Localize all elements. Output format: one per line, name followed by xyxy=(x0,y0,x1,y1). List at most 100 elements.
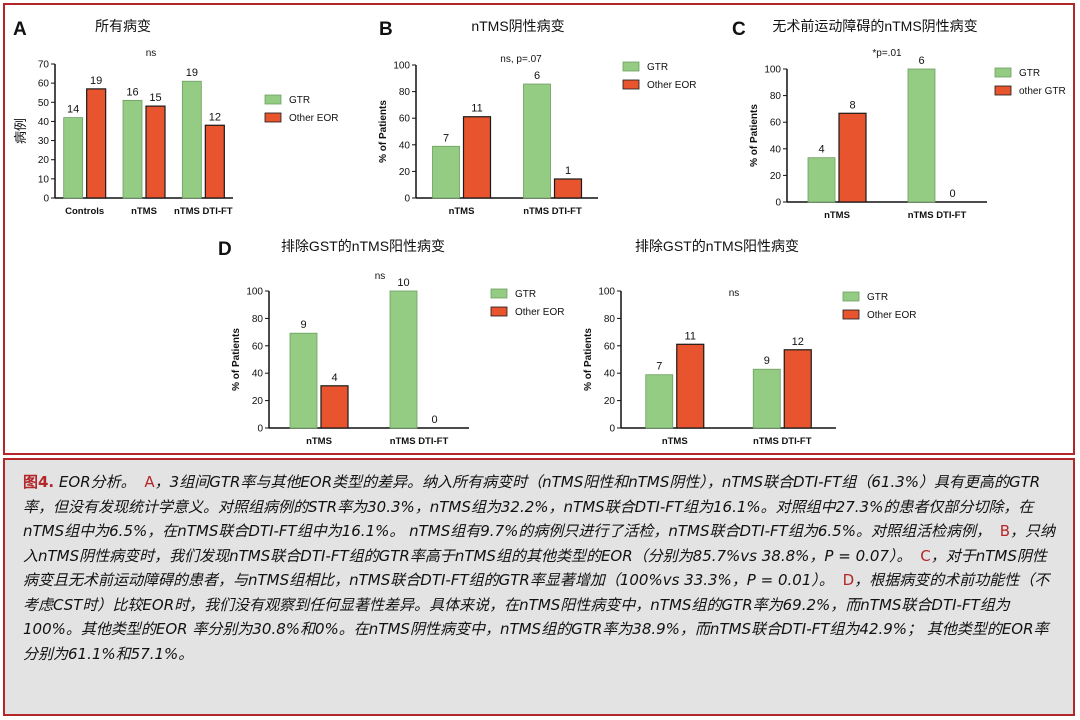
data-label: 1 xyxy=(565,165,571,177)
x-tick-label: nTMS xyxy=(449,206,475,217)
caption-text-c: ，对于nTMS阴性病变且无术前运动障碍的患者，与nTMS组相比，nTMS联合DT… xyxy=(23,546,1047,590)
legend-label: GTR xyxy=(867,292,888,303)
y-tick-label: 0 xyxy=(775,198,781,209)
bar-other xyxy=(320,385,349,429)
legend-swatch xyxy=(264,112,282,123)
caption-intro: EOR分析。 xyxy=(54,473,136,491)
bar-gtr xyxy=(63,117,84,199)
y-tick-label: 80 xyxy=(770,91,782,102)
data-label: 12 xyxy=(209,111,221,123)
legend-label: GTR xyxy=(289,95,310,106)
data-label: 14 xyxy=(67,104,79,116)
bar-other xyxy=(676,343,705,429)
y-tick-label: 20 xyxy=(252,396,264,407)
y-tick-label: 0 xyxy=(404,194,410,205)
caption-letter-d: D xyxy=(842,571,855,589)
x-tick-label: nTMS xyxy=(306,436,332,447)
figure-panel: A B C D 所有病变 ns 0 10 20 30 40 50 60 70 病例 14 19 Contr… xyxy=(3,3,1075,455)
x-tick-label: nTMS xyxy=(824,210,850,221)
data-label: 6 xyxy=(534,70,540,82)
bar-other xyxy=(204,124,225,199)
data-label: 7 xyxy=(443,132,449,144)
y-tick-label: 50 xyxy=(38,98,50,109)
data-label: 0 xyxy=(431,414,437,426)
y-tick-label: 100 xyxy=(764,65,781,76)
data-label: 19 xyxy=(186,67,198,79)
y-tick-label: 10 xyxy=(38,174,50,185)
legend-label: Other EOR xyxy=(289,113,338,124)
y-tick-label: 40 xyxy=(252,369,264,380)
chart-title: 无术前运动障碍的nTMS阴性病变 xyxy=(772,18,977,34)
y-axis-label: 病例 xyxy=(13,118,28,144)
data-label: 16 xyxy=(126,86,138,98)
x-tick-label: nTMS xyxy=(662,436,688,447)
data-label: 4 xyxy=(818,144,824,156)
chart-title: 排除GST的nTMS阳性病变 xyxy=(281,238,445,254)
bar-gtr xyxy=(523,83,551,199)
bar-gtr xyxy=(907,68,936,203)
bar-other xyxy=(838,112,867,203)
data-label: 15 xyxy=(149,92,161,104)
significance-annotation: ns, p=.07 xyxy=(500,54,542,65)
legend-swatch xyxy=(490,306,508,317)
y-tick-label: 60 xyxy=(604,341,616,352)
y-tick-label: 0 xyxy=(43,194,49,205)
y-tick-label: 0 xyxy=(609,424,615,435)
significance-annotation: *p=.01 xyxy=(872,48,902,59)
data-label: 8 xyxy=(849,99,855,111)
legend-label: GTR xyxy=(515,289,536,300)
panel-letter-a: A xyxy=(13,19,27,40)
x-tick-label: nTMS DTI-FT xyxy=(523,206,582,217)
data-label: 19 xyxy=(90,75,102,87)
significance-annotation: ns xyxy=(729,288,740,299)
x-tick-label: nTMS DTI-FT xyxy=(908,210,967,221)
chart-title: 排除GST的nTMS阳性病变 xyxy=(635,238,799,254)
data-label: 6 xyxy=(918,55,924,67)
legend-swatch xyxy=(842,309,860,320)
caption-figure-label: 图4. xyxy=(23,473,55,491)
caption-text-a: ，3组间GTR率与其他EOR类型的差异。纳入所有病变时（nTMS阳性和nTMS阴… xyxy=(23,473,1041,540)
bar-gtr xyxy=(752,368,781,429)
data-label: 0 xyxy=(949,188,955,200)
y-tick-label: 40 xyxy=(38,117,50,128)
legend-label: Other EOR xyxy=(867,310,916,321)
y-tick-label: 60 xyxy=(252,341,264,352)
panel-letter-c: C xyxy=(732,19,746,40)
legend-label: GTR xyxy=(647,62,668,73)
y-axis-label: % of Patients xyxy=(583,328,594,391)
legend-swatch xyxy=(842,291,860,302)
y-tick-label: 20 xyxy=(604,396,616,407)
y-tick-label: 20 xyxy=(770,171,782,182)
data-label: 11 xyxy=(685,330,696,342)
bar-other xyxy=(462,116,492,199)
x-tick-label: nTMS xyxy=(131,206,157,217)
y-tick-label: 30 xyxy=(38,136,50,147)
y-tick-label: 40 xyxy=(399,140,411,151)
y-tick-label: 100 xyxy=(393,61,410,72)
y-tick-label: 20 xyxy=(399,167,411,178)
legend-swatch xyxy=(994,67,1012,78)
legend-label: Other EOR xyxy=(515,307,564,318)
figure-caption: 图4. EOR分析。 A，3组间GTR率与其他EOR类型的差异。纳入所有病变时（… xyxy=(3,458,1075,716)
data-label: 9 xyxy=(300,319,306,331)
y-axis-label: % of Patients xyxy=(749,104,760,167)
y-tick-label: 40 xyxy=(770,144,782,155)
data-label: 12 xyxy=(792,336,804,348)
caption-text-b: ，只纳入nTMS阴性病变时，我们发现nTMS联合DTI-FT组的GTR率高于nT… xyxy=(23,522,1056,565)
significance-annotation: ns xyxy=(146,48,157,59)
caption-letter-c: C xyxy=(920,546,931,565)
y-tick-label: 80 xyxy=(399,87,411,98)
bar-other xyxy=(86,88,107,199)
y-tick-label: 70 xyxy=(38,60,50,71)
caption-letter-a: A xyxy=(144,473,155,491)
legend-swatch xyxy=(490,288,508,299)
y-tick-label: 40 xyxy=(604,369,616,380)
y-tick-label: 100 xyxy=(598,287,615,298)
chart-title: 所有病变 xyxy=(95,18,151,34)
y-tick-label: 60 xyxy=(399,114,411,125)
legend-label: other GTR xyxy=(1019,86,1066,97)
bar-gtr xyxy=(432,145,460,199)
data-label: 9 xyxy=(764,355,770,367)
legend-label: GTR xyxy=(1019,68,1040,79)
